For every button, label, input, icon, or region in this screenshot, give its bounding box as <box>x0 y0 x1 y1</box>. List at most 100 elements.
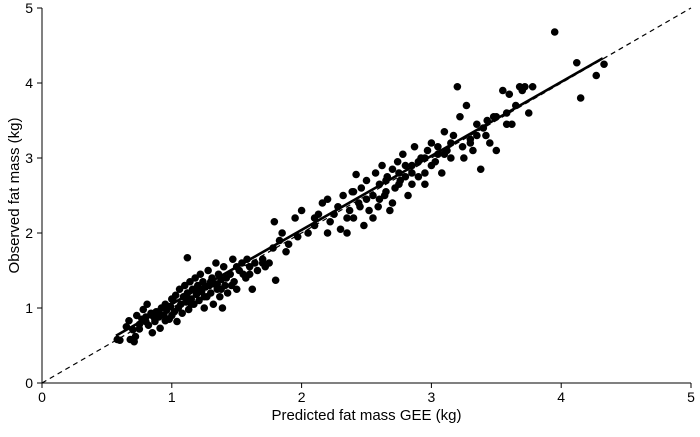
y-ticks: 0 1 2 3 4 5 <box>25 0 42 391</box>
data-point <box>550 28 559 36</box>
data-point <box>222 274 231 282</box>
y-tick-label: 0 <box>25 375 33 391</box>
data-point <box>476 165 485 174</box>
data-point <box>265 259 273 267</box>
data-point <box>135 325 144 333</box>
data-point <box>168 295 176 303</box>
data-point <box>518 86 527 95</box>
data-point <box>458 142 467 151</box>
data-point <box>293 232 302 241</box>
data-point <box>382 187 390 196</box>
data-point <box>572 58 581 67</box>
data-point <box>486 139 494 147</box>
data-point <box>386 206 394 215</box>
data-point <box>304 229 312 237</box>
data-point <box>414 172 423 181</box>
x-tick-label: 3 <box>428 389 436 405</box>
data-point <box>437 169 446 177</box>
data-point <box>196 270 205 279</box>
data-point <box>183 253 192 262</box>
data-point <box>209 300 218 309</box>
data-point <box>357 184 366 192</box>
data-point <box>178 309 186 318</box>
data-point <box>473 131 481 140</box>
data-point <box>410 142 419 151</box>
data-point <box>374 202 382 211</box>
data-point <box>492 146 501 155</box>
data-point <box>393 157 402 166</box>
data-point <box>349 187 358 196</box>
data-point <box>343 229 351 237</box>
data-point <box>310 214 319 222</box>
data-point <box>508 120 516 129</box>
data-point <box>421 180 429 189</box>
data-point <box>421 169 429 177</box>
data-point <box>362 195 371 204</box>
data-point <box>528 82 537 91</box>
data-point <box>440 150 449 159</box>
data-point <box>258 259 267 267</box>
data-point <box>460 154 468 162</box>
data-point <box>505 90 514 99</box>
data-point <box>401 172 410 181</box>
data-point <box>375 195 384 204</box>
data-point <box>284 240 293 249</box>
data-point <box>362 176 371 185</box>
data-point <box>408 169 416 177</box>
data-point <box>323 195 332 204</box>
data-point <box>282 247 290 256</box>
data-point <box>369 191 377 200</box>
data-point <box>378 161 386 170</box>
data-point <box>440 127 449 136</box>
data-point <box>218 304 227 312</box>
data-point <box>217 285 225 294</box>
data-point <box>449 131 458 140</box>
data-point <box>434 142 442 151</box>
data-point <box>453 82 462 91</box>
data-point <box>323 229 332 237</box>
data-point <box>271 276 280 285</box>
data-point <box>576 94 585 102</box>
data-point <box>447 154 455 162</box>
data-point <box>173 317 181 326</box>
data-point <box>253 266 262 275</box>
y-tick-label: 2 <box>25 225 33 241</box>
x-tick-label: 0 <box>38 389 46 405</box>
data-point <box>216 292 224 301</box>
data-point <box>502 120 511 129</box>
data-point <box>498 86 507 95</box>
data-point <box>524 109 533 117</box>
data-point <box>365 206 373 215</box>
y-tick-label: 4 <box>25 75 33 91</box>
data-point <box>404 191 412 200</box>
data-point <box>229 255 237 264</box>
data-point <box>131 332 140 341</box>
data-point <box>251 259 259 267</box>
y-tick-label: 3 <box>25 150 33 166</box>
data-point <box>395 180 403 189</box>
x-tick-label: 5 <box>687 389 695 405</box>
data-point <box>326 217 334 226</box>
data-point <box>212 259 220 267</box>
x-tick-label: 1 <box>168 389 176 405</box>
data-point <box>349 214 358 222</box>
x-ticks: 0 1 2 3 4 5 <box>38 383 695 405</box>
data-point <box>148 328 157 337</box>
data-point <box>408 180 416 189</box>
y-tick-label: 5 <box>25 0 33 16</box>
data-point <box>343 214 351 222</box>
data-point <box>345 206 354 215</box>
data-point <box>469 146 477 155</box>
data-point <box>213 280 222 288</box>
data-point <box>356 202 364 211</box>
data-point <box>427 161 436 170</box>
data-point <box>291 214 299 222</box>
data-point <box>204 266 212 275</box>
data-point <box>219 262 228 271</box>
data-point <box>187 300 196 309</box>
data-point <box>116 336 124 345</box>
data-point <box>200 292 209 301</box>
data-point <box>223 289 232 297</box>
data-point <box>143 300 151 309</box>
